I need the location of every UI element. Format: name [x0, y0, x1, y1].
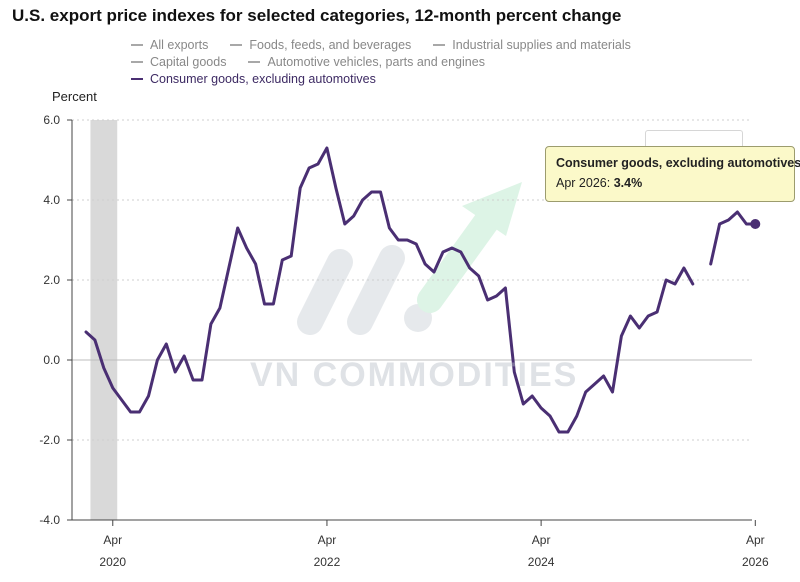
x-tick-label-month: Apr [103, 533, 122, 547]
y-tick-label: 0.0 [43, 353, 60, 367]
legend-item-foods[interactable]: Foods, feeds, and beverages [230, 38, 411, 52]
legend-item-industrial[interactable]: Industrial supplies and materials [433, 38, 631, 52]
legend-label: Foods, feeds, and beverages [249, 37, 412, 52]
x-tick-label-month: Apr [746, 533, 765, 547]
legend-label: Automotive vehicles, parts and engines [267, 54, 485, 69]
y-tick-label: 4.0 [43, 193, 60, 207]
chart-title: U.S. export price indexes for selected c… [12, 6, 622, 25]
legend-item-consumer-goods[interactable]: Consumer goods, excluding automotives [131, 72, 376, 86]
x-tick-label-year: 2020 [99, 555, 126, 569]
y-axis-label: Percent [52, 89, 97, 104]
x-tick-label-year: 2024 [528, 555, 555, 569]
legend-swatch [131, 60, 143, 63]
x-tick-label-month: Apr [532, 533, 551, 547]
legend-swatch [131, 77, 143, 80]
y-tick-label: 2.0 [43, 273, 60, 287]
legend-item-capital-goods[interactable]: Capital goods [131, 55, 226, 69]
legend: All exports Foods, feeds, and beverages … [131, 36, 691, 87]
watermark-text: VN COMMODITIES [250, 356, 579, 394]
highlight-point [750, 219, 761, 229]
tooltip-label: Apr 2026 [556, 176, 607, 190]
legend-row-2: Capital goods Automotive vehicles, parts… [131, 53, 691, 70]
tooltip-value: 3.4% [613, 176, 643, 190]
legend-swatch [248, 60, 261, 63]
x-tick-label-year: 2022 [314, 555, 341, 569]
legend-swatch [131, 43, 143, 46]
tooltip-ghost [645, 130, 743, 151]
legend-label: All exports [150, 37, 209, 52]
recession-band [90, 120, 118, 520]
y-tick-label: -4.0 [39, 513, 60, 527]
legend-row-3: Consumer goods, excluding automotives [131, 70, 691, 87]
y-tick-label: 6.0 [43, 113, 60, 127]
legend-item-automotive[interactable]: Automotive vehicles, parts and engines [248, 55, 485, 69]
y-tick-label: -2.0 [39, 433, 60, 447]
legend-label: Consumer goods, excluding automotives [150, 71, 376, 86]
x-tick-label-month: Apr [318, 533, 337, 547]
legend-row-1: All exports Foods, feeds, and beverages … [131, 36, 691, 53]
legend-label: Capital goods [150, 54, 227, 69]
tooltip-body: Apr 2026: 3.4% [556, 176, 643, 190]
series-line [84, 146, 757, 434]
legend-swatch [433, 43, 446, 46]
x-tick-label-year: 2026 [742, 555, 769, 569]
tooltip: Consumer goods, excluding automotives Ap… [545, 146, 800, 202]
legend-label: Industrial supplies and materials [452, 37, 631, 52]
tooltip-title: Consumer goods, excluding automotives [556, 156, 800, 170]
legend-swatch [230, 43, 243, 46]
legend-item-all-exports[interactable]: All exports [131, 38, 208, 52]
